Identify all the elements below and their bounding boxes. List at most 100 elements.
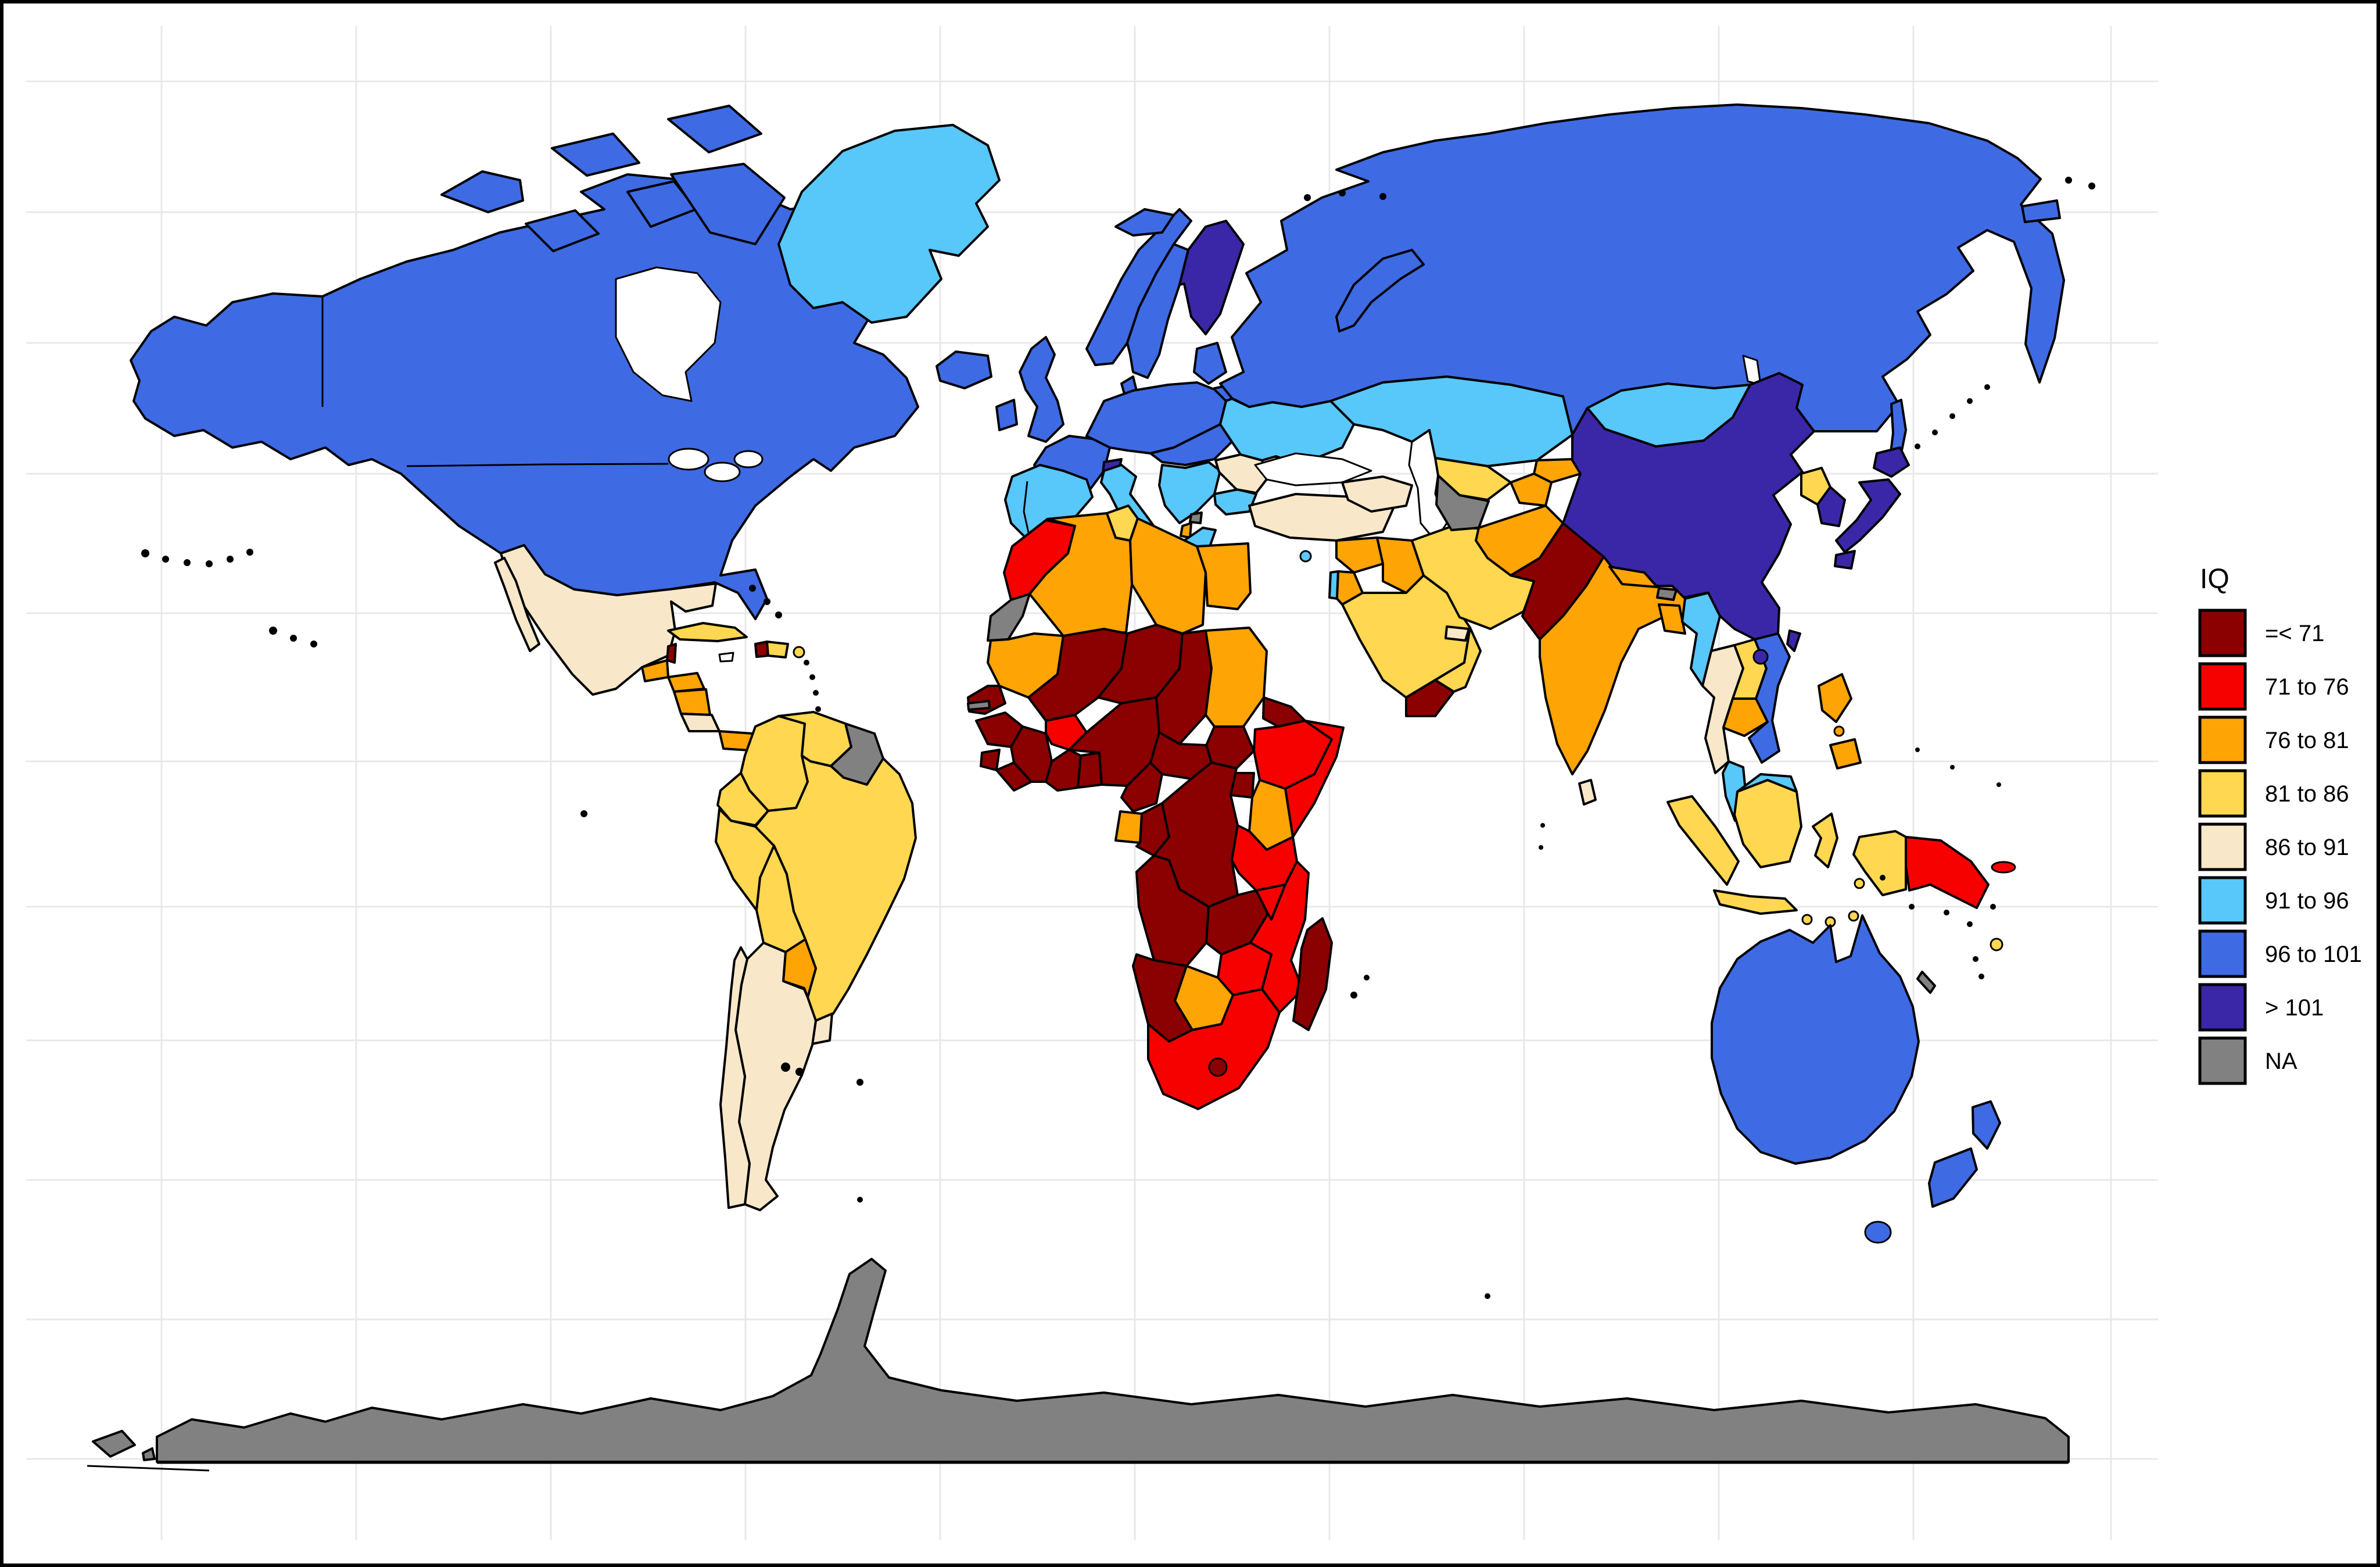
antarctic-fragments [87, 1430, 210, 1472]
region-antarctica [156, 1258, 2070, 1463]
south-atlantic-specks [580, 810, 863, 1086]
region-papua-new-guinea [1905, 836, 1990, 909]
region-oman [1434, 627, 1482, 693]
legend-swatch [2198, 876, 2247, 925]
legend-title: IQ [2200, 564, 2230, 595]
region-malaysia-borneo [1736, 773, 1798, 793]
region-western-sahara [987, 593, 1031, 642]
legend-swatch [2198, 983, 2247, 1032]
region-costa-rica [680, 713, 721, 732]
legend-label: NA [2265, 1049, 2297, 1074]
legend-swatch [2198, 609, 2247, 657]
region-uae [1445, 625, 1470, 642]
region-bangladesh [1658, 603, 1686, 635]
aleutian-islands [141, 549, 253, 567]
region-ivory-coast [1010, 725, 1053, 783]
legend-swatch [2198, 822, 2247, 871]
region-baltics [1193, 342, 1227, 385]
region-belize [666, 643, 677, 664]
region-cambodia [1722, 697, 1769, 737]
region-baja-california [494, 557, 540, 652]
region-canadian-arctic [440, 105, 786, 252]
legend-label: 91 to 96 [2265, 888, 2349, 914]
great-lake [704, 461, 741, 482]
region-syria [1335, 536, 1384, 574]
region-philippines-group [1818, 673, 1862, 770]
hudson-bay [615, 266, 722, 402]
region-sudan [1205, 627, 1268, 728]
region-mongolia [1586, 382, 1751, 448]
region-chile [719, 946, 751, 1209]
region-hainan [1752, 649, 1769, 665]
region-indonesia-group [1666, 779, 1907, 928]
legend-label: 71 to 76 [2265, 674, 2349, 700]
region-south-korea [1816, 486, 1846, 527]
region-bhutan [1656, 587, 1678, 601]
region-norway [1085, 208, 1192, 366]
great-lake [668, 448, 709, 471]
region-tasmania [1864, 1221, 1892, 1244]
region-fiji [1990, 938, 2003, 951]
legend-swatch [2198, 662, 2247, 711]
region-macedonia [1189, 511, 1203, 524]
region-togo-benin [1077, 752, 1103, 789]
region-south-africa [1147, 988, 1281, 1110]
region-kyrgyzstan [1533, 458, 1582, 484]
hawaii-islands [269, 627, 317, 647]
legend-swatch [2198, 769, 2247, 818]
region-svalbard [1114, 208, 1175, 237]
region-australia [1711, 914, 1920, 1165]
legend-label: =< 71 [2265, 621, 2324, 646]
pacific-specks [1880, 747, 2001, 979]
legend-swatch [2198, 929, 2247, 978]
region-new-caledonia [1916, 971, 1936, 994]
region-kazakhstan [1329, 375, 1573, 467]
region-ukraine [1219, 398, 1355, 461]
region-lesotho [1208, 1057, 1228, 1077]
region-jamaica [718, 652, 734, 663]
legend-swatch [2198, 1036, 2247, 1085]
region-nicaragua [673, 688, 711, 716]
region-finland [1178, 220, 1245, 335]
region-gambia [967, 700, 991, 711]
region-greenland [777, 124, 1001, 324]
region-sweden [1126, 243, 1189, 379]
black-sea [1254, 452, 1372, 486]
region-japan-group [1834, 446, 1910, 570]
region-gabon [1114, 810, 1143, 844]
indian-ocean-specks [1350, 823, 1545, 999]
region-ireland [995, 399, 1018, 431]
portugal-spain-border [1023, 481, 1031, 538]
region-puerto-rico [793, 646, 805, 659]
arctic-specks [1304, 177, 2095, 201]
region-mali [1027, 628, 1128, 722]
region-nepal [1608, 566, 1658, 588]
region-sierra-leone [980, 749, 1001, 771]
region-madagascar [1292, 917, 1333, 1031]
legend-label: 76 to 81 [2265, 728, 2349, 753]
region-iceland [935, 350, 992, 389]
region-tajikistan [1510, 473, 1553, 507]
southern-ocean-specks [857, 1197, 1490, 1299]
region-caucasus [1341, 475, 1413, 513]
region-egypt [1196, 542, 1252, 610]
region-uk [1019, 336, 1064, 443]
bahamas-antilles-specks [749, 585, 821, 712]
region-angola [1135, 854, 1210, 967]
region-sri-lanka [1578, 779, 1597, 806]
region-cuba [667, 622, 748, 642]
usa-canada-border [406, 463, 669, 467]
region-mexico [500, 544, 717, 696]
region-taiwan [1786, 629, 1801, 652]
region-cyprus [1299, 550, 1312, 563]
region-vietnam [1748, 632, 1791, 764]
legend-label: 96 to 101 [2265, 942, 2362, 967]
legend-label: > 101 [2265, 995, 2324, 1021]
region-new-britain [1991, 861, 2016, 874]
kuril-specks [1915, 384, 1990, 449]
region-new-zealand-group [1928, 1100, 2001, 1208]
region-russia [1219, 103, 2065, 436]
